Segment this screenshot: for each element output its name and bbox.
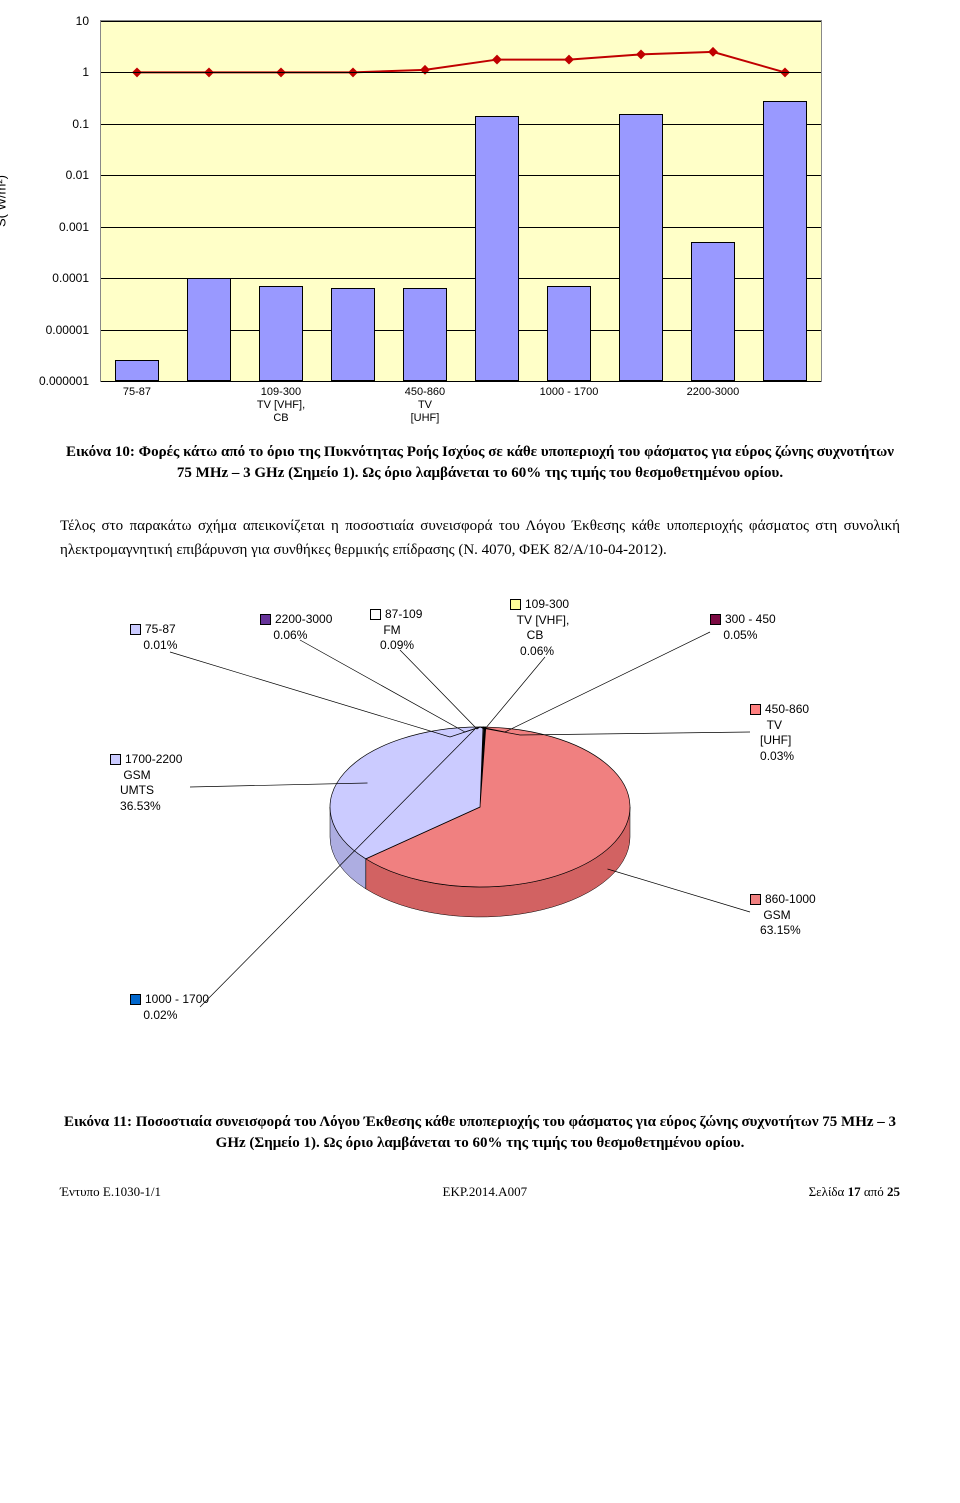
- bar: [763, 101, 808, 381]
- bar: [691, 242, 736, 381]
- figure-10-caption: Εικόνα 10: Φορές κάτω από το όριο της Πυ…: [60, 442, 900, 484]
- bar: [115, 360, 160, 381]
- bar: [187, 278, 232, 381]
- bar: [403, 288, 448, 381]
- swatch-icon: [130, 624, 141, 635]
- page-footer: Έντυπο Ε.1030-1/1 ΕΚΡ.2014.Α007 Σελίδα 1…: [60, 1184, 900, 1200]
- swatch-icon: [750, 894, 761, 905]
- bar-chart: 1010.10.010.0010.00010.000010.00000175-8…: [100, 20, 822, 382]
- pie-chart-container: 75-87 0.01% 2200-3000 0.06% 87-109 FM 0.…: [50, 592, 910, 1052]
- footer-right: Σελίδα 17 από 25: [809, 1184, 900, 1200]
- pie-label-75-87: 75-87 0.01%: [130, 622, 177, 653]
- swatch-icon: [510, 599, 521, 610]
- pie-chart: [310, 712, 650, 932]
- pie-label-1000-1700: 1000 - 1700 0.02%: [130, 992, 209, 1023]
- y-axis-label: S( W/m²): [0, 175, 8, 227]
- bar: [331, 288, 376, 381]
- bar: [475, 116, 520, 381]
- bar-chart-container: S( W/m²) 1010.10.010.0010.00010.000010.0…: [20, 20, 940, 382]
- bar: [547, 286, 592, 381]
- bar: [619, 114, 664, 381]
- swatch-icon: [750, 704, 761, 715]
- pie-label-87-109: 87-109 FM 0.09%: [370, 607, 422, 654]
- swatch-icon: [710, 614, 721, 625]
- figure-11-caption: Εικόνα 11: Ποσοστιαία συνεισφορά του Λόγ…: [60, 1112, 900, 1154]
- swatch-icon: [130, 994, 141, 1005]
- footer-left: Έντυπο Ε.1030-1/1: [60, 1184, 161, 1200]
- pie-label-450-860: 450-860 TV [UHF] 0.03%: [750, 702, 809, 764]
- pie-label-2200-3000: 2200-3000 0.06%: [260, 612, 332, 643]
- swatch-icon: [370, 609, 381, 620]
- bar: [259, 286, 304, 381]
- pie-label-860-1000: 860-1000 GSM 63.15%: [750, 892, 816, 939]
- swatch-icon: [260, 614, 271, 625]
- pie-label-109-300: 109-300 TV [VHF], CB 0.06%: [510, 597, 569, 659]
- pie-label-300-450: 300 - 450 0.05%: [710, 612, 776, 643]
- swatch-icon: [110, 754, 121, 765]
- body-paragraph: Τέλος στο παρακάτω σχήμα απεικονίζεται η…: [60, 514, 900, 562]
- footer-center: ΕΚΡ.2014.Α007: [443, 1184, 528, 1200]
- pie-label-1700-2200: 1700-2200 GSM UMTS 36.53%: [110, 752, 182, 814]
